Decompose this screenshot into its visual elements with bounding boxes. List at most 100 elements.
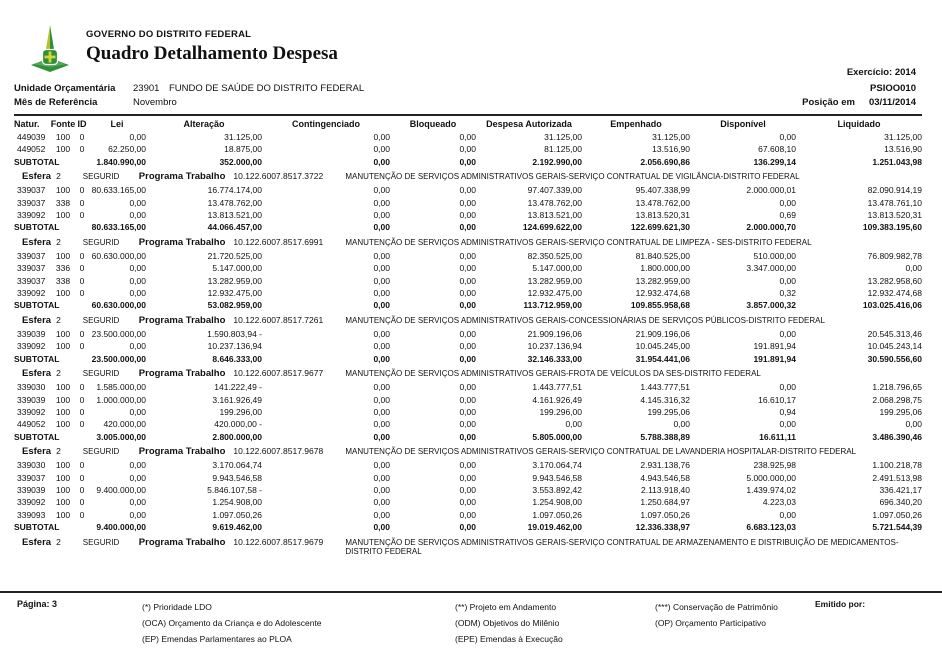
regime-label: SEGURID [82, 369, 120, 379]
table-cell: 97.407.339,00 [527, 185, 582, 196]
table-cell: 0,00 [373, 288, 390, 299]
table-cell: 8.646.333,00 [212, 353, 262, 364]
table-cell: 0 [79, 288, 85, 299]
table-cell: 16.610,17 [758, 394, 796, 405]
table-cell: 339092 [17, 406, 46, 417]
legend-item: (***) Conservação de Patrimônio [655, 602, 778, 612]
programa-descricao: MANUTENÇÃO DE SERVIÇOS ADMINISTRATIVOS G… [345, 172, 800, 182]
column-header: Lei [110, 119, 124, 129]
esfera-value: 2 [56, 236, 61, 247]
table-cell: 0 [79, 382, 85, 393]
table-cell: 1.097.050,26 [212, 509, 262, 520]
table-cell: 339039 [17, 328, 46, 339]
column-header: Contingenciado [292, 119, 360, 129]
table-cell: 191.891,94 [753, 341, 796, 352]
table-cell: 2.491.513,98 [872, 472, 922, 483]
table-cell: 1.800.000,00 [640, 263, 690, 274]
table-cell: 31.125,00 [544, 132, 582, 142]
table-cell: 5.788.388,89 [640, 431, 690, 442]
programa-trabalho-code: 10.122.6007.8517.6991 [233, 236, 324, 247]
table-cell: 0 [79, 144, 85, 155]
table-cell: 336 [55, 263, 71, 274]
table-cell: 339037 [17, 250, 46, 261]
reference-month-value: Novembro [133, 97, 177, 108]
position-label: Posição em [802, 97, 855, 108]
table-cell: 0,00 [779, 275, 796, 286]
programa-descricao: MANUTENÇÃO DE SERVIÇOS ADMINISTRATIVOS G… [345, 447, 856, 457]
table-cell: 0,00 [129, 472, 146, 483]
table-cell: 1.097.050,26 [872, 509, 922, 520]
table-row: 339030 100 0 0,00 3.170.064,74 0,00 0,00 3.170.… [14, 459, 922, 471]
column-header: Alteração [183, 119, 225, 129]
table-cell: 420.000,00 [103, 419, 146, 430]
table-cell: 352.000,00 [219, 156, 262, 167]
table-row: 339037 100 0 0,00 9.943.546,58 0,00 0,00 9.943.… [14, 472, 922, 484]
table-row: 449052 100 0 62.250,00 18.875,00 0,00 0,00 81.1… [14, 143, 922, 155]
table-cell: 0,00 [459, 460, 476, 471]
program-section-header: Esfera 2 SEGURID Programa Trabalho 10.122.60… [14, 537, 922, 557]
table-cell: 1.218.796,65 [872, 382, 922, 393]
esfera-value: 2 [56, 446, 61, 457]
table-cell: 449039 [17, 132, 46, 142]
table-cell: 2.000.000,01 [746, 185, 796, 196]
table-cell: 3.553.892,42 [532, 484, 582, 495]
table-cell: 103.025.416,06 [862, 300, 922, 311]
table-cell: 0,00 [129, 497, 146, 508]
program-section-header: Esfera 2 SEGURID Programa Trabalho 10.122.60… [14, 171, 922, 182]
table-cell: 0 [79, 250, 85, 261]
table-row: 339039 100 0 1.000.000,00 3.161.926,49 0,00 0,… [14, 394, 922, 406]
table-cell: 100 [55, 210, 71, 221]
table-cell: 0,00 [373, 144, 390, 155]
table-cell: 4.161.926,49 [532, 394, 582, 405]
exercise-year: Exercício: 2014 [846, 67, 916, 78]
esfera-label: Esfera [22, 536, 52, 548]
table-cell: 12.932.474,68 [867, 288, 922, 299]
table-cell: 0,00 [373, 341, 390, 352]
esfera-label: Esfera [22, 368, 52, 380]
table-cell: 1.585.000,00 [96, 382, 146, 393]
position-date: Posição em 03/11/2014 [802, 96, 916, 110]
table-cell: 18.875,00 [224, 144, 262, 155]
table-row: 339092 100 0 0,00 199.296,00 0,00 0,00 199.296,… [14, 406, 922, 418]
table-cell: 13.813.521,00 [527, 210, 582, 221]
table-cell: 31.954.441,06 [635, 353, 690, 364]
esfera-value: 2 [56, 536, 61, 547]
table-cell: 100 [55, 394, 71, 405]
subtotal-row: SUBTOTAL 60.630.000,00 53.082.959,00 0,00 0,… [14, 299, 922, 311]
table-cell: 21.909.196,06 [635, 328, 690, 339]
table-cell: 100 [55, 460, 71, 471]
table-cell: 5.147.000,00 [532, 263, 582, 274]
table-cell: 0,00 [459, 419, 476, 430]
table-cell: 0,00 [779, 509, 796, 520]
table-row: 339037 336 0 0,00 5.147.000,00 0,00 0,00 5.147.… [14, 262, 922, 274]
table-cell: 0,00 [905, 263, 922, 274]
regime-label: SEGURID [82, 172, 120, 182]
table-cell: 9.943.546,58 [212, 472, 262, 483]
programa-trabalho-code: 10.122.6007.8517.7261 [233, 314, 324, 325]
table-cell: 339037 [17, 263, 46, 274]
table-cell: 109.855.958,68 [630, 300, 690, 311]
table-cell: 338 [55, 275, 71, 286]
table-cell: 238.925,98 [753, 460, 796, 471]
program-section-header: Esfera 2 SEGURID Programa Trabalho 10.122.60… [14, 237, 922, 248]
legend-item: (EP) Emendas Parlamentares ao PLOA [142, 634, 292, 644]
table-cell: 80.633.165,00 [91, 222, 146, 233]
table-cell: 5.721.544,39 [872, 522, 922, 533]
table-cell: 100 [55, 288, 71, 299]
budget-unit-code: 23901 [133, 83, 160, 94]
table-cell: 100 [55, 497, 71, 508]
table-cell: 1.097.050,26 [640, 509, 690, 520]
table-cell: 13.478.762,00 [635, 197, 690, 208]
reference-month-row: Mês de Referência Novembro Posição em 03/… [14, 96, 916, 110]
table-body: 449039 100 0 0,00 31.125,00 0,00 0,00 31.125,00… [14, 131, 922, 557]
table-cell: 191.891,94 [753, 353, 796, 364]
table-cell: 100 [55, 144, 71, 155]
table-cell: 109.383.195,60 [862, 222, 922, 233]
table-cell: 0,00 [373, 472, 390, 483]
table-row: 339092 100 0 0,00 10.237.136,94 0,00 0,00 10.23… [14, 340, 922, 352]
table-cell: 19.019.462,00 [527, 522, 582, 533]
table-header-row: Natur. Fonte ID Lei Alteração Contingenciado B… [14, 118, 922, 131]
table-cell: 0,00 [373, 394, 390, 405]
table-cell: 2.068.298,75 [872, 394, 922, 405]
table-cell: 10.237.136,94 [207, 341, 262, 352]
